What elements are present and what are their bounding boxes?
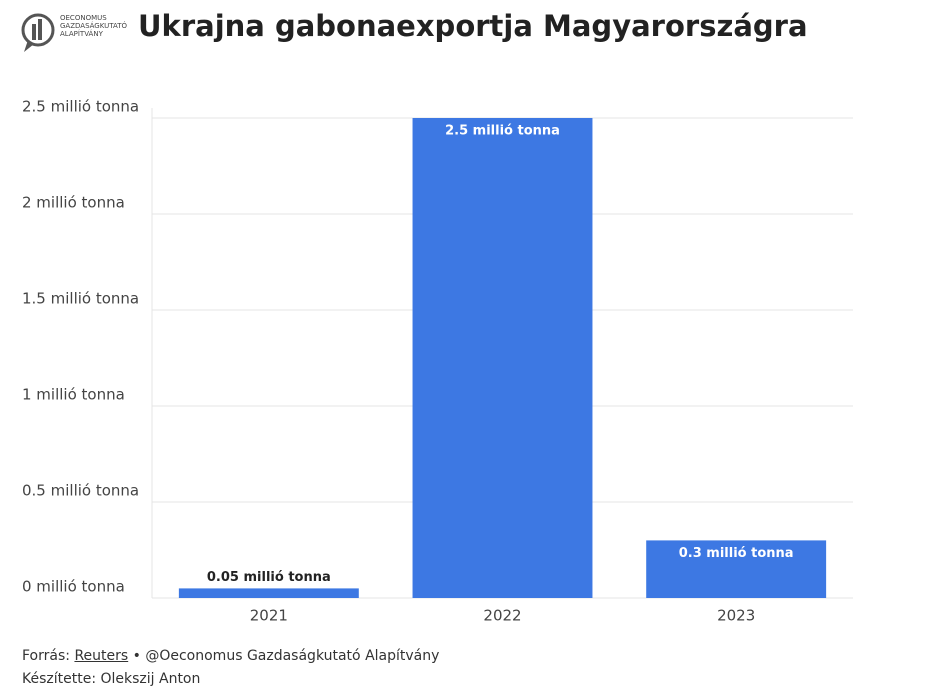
bar (646, 540, 827, 598)
logo-text: OECONOMUS (60, 14, 107, 22)
y-tick-label: 0 millió tonna (22, 578, 125, 596)
source: Forrás: Reuters • @Oeconomus Gazdaságkut… (22, 648, 439, 664)
x-tick-label: 2021 (250, 607, 288, 625)
y-tick-label: 2 millió tonna (22, 194, 125, 212)
x-tick-label: 2023 (717, 607, 755, 625)
logo-text: GAZDASÁGKUTATÓ (60, 21, 128, 30)
chart: OECONOMUS GAZDASÁGKUTATÓ ALAPÍTVÁNY Ukra… (21, 9, 853, 625)
y-tick-label: 2.5 millió tonna (22, 98, 139, 116)
x-tick-label: 2022 (483, 607, 521, 625)
y-tick-label: 0.5 millió tonna (22, 482, 139, 500)
bar (178, 588, 359, 598)
value-label: 0.3 millió tonna (679, 546, 794, 561)
source-link[interactable]: Reuters (74, 648, 129, 664)
logo-text: ALAPÍTVÁNY (60, 29, 104, 38)
credit: Készítette: Olekszij Anton (22, 671, 201, 687)
bar (412, 118, 593, 598)
y-tick-label: 1 millió tonna (22, 386, 125, 404)
logo-bar (32, 24, 36, 40)
logo-tail (24, 40, 34, 52)
source-suffix: • @Oeconomus Gazdaságkutató Alapítvány (132, 648, 440, 664)
value-label: 2.5 millió tonna (445, 124, 560, 139)
source-prefix: Forrás: (22, 648, 70, 664)
chart-title: Ukrajna gabonaexportja Magyarországra (138, 9, 808, 43)
logo: OECONOMUS GAZDASÁGKUTATÓ ALAPÍTVÁNY (21, 13, 128, 52)
logo-ring (21, 13, 55, 47)
logo-bar (38, 19, 42, 40)
y-tick-label: 1.5 millió tonna (22, 290, 139, 308)
value-label: 0.05 millió tonna (207, 570, 331, 585)
